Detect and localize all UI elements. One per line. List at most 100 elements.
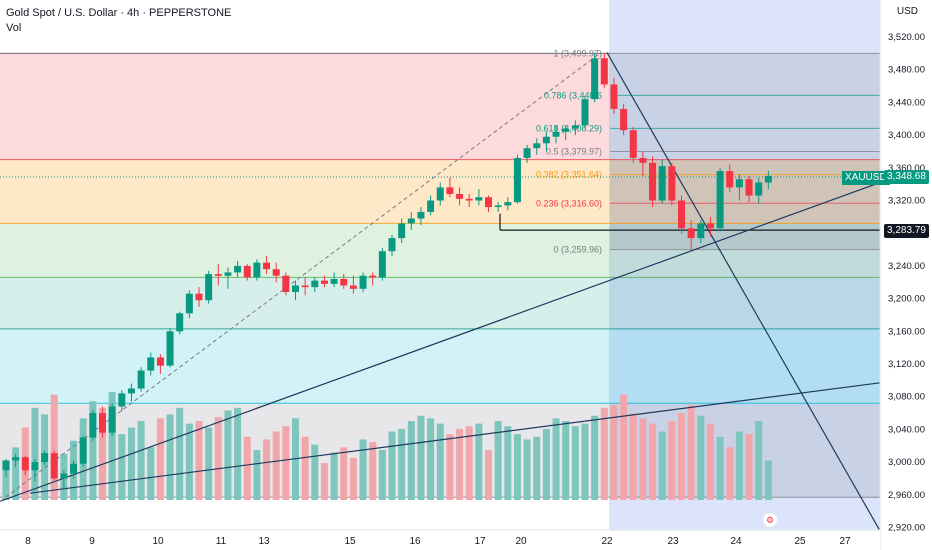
price-tick-label: 3,360.00: [888, 163, 925, 174]
candle-body: [446, 187, 454, 194]
price-tick-label: 3,240.00: [888, 261, 925, 272]
candle-body: [745, 179, 753, 196]
candle-body: [388, 238, 396, 252]
volume-bar: [504, 426, 512, 500]
candle-body: [234, 265, 242, 273]
volume-bar: [523, 439, 531, 500]
currency-label[interactable]: USD: [896, 6, 918, 17]
volume-bar: [649, 423, 657, 500]
volume-bar: [610, 405, 618, 500]
candle-body: [542, 136, 550, 144]
volume-bar: [320, 463, 328, 500]
volume-bar: [678, 413, 685, 500]
candle-body: [12, 457, 20, 461]
volume-bar: [243, 436, 251, 500]
time-tick-label: 15: [344, 536, 356, 547]
candle-body: [70, 463, 78, 474]
volume-bar: [629, 413, 637, 500]
candle-body: [697, 223, 705, 239]
volume-bar: [485, 449, 492, 500]
volume-bar: [369, 442, 377, 500]
candle-body: [349, 285, 357, 289]
volume-bar: [745, 434, 753, 500]
volume-bar: [591, 415, 599, 500]
fib-label: 0.786 (3,448.6: [544, 90, 602, 100]
volume-bar: [726, 447, 734, 500]
candle-body: [205, 274, 213, 301]
volume-bar: [600, 407, 608, 500]
volume-indicator-label[interactable]: Vol: [6, 22, 22, 34]
price-tick-label: 3,480.00: [888, 65, 925, 76]
candle-body: [301, 285, 309, 288]
time-tick-label: 11: [216, 536, 227, 547]
candle-body: [764, 175, 772, 183]
price-tick-label: 3,520.00: [888, 32, 925, 43]
volume-bar: [552, 418, 560, 500]
chart-header: Gold Spot / U.S. Dollar · 4h · PEPPERSTO…: [6, 6, 231, 36]
candle-body: [658, 166, 666, 201]
candle-body: [79, 437, 87, 464]
candle-body: [465, 198, 473, 201]
price-tick-label: 3,200.00: [888, 294, 925, 305]
candle-body: [475, 197, 483, 201]
volume-bar: [562, 420, 570, 500]
volume-bar: [12, 447, 20, 500]
candle-body: [504, 202, 512, 206]
time-tick-label: 20: [515, 536, 527, 547]
volume-bar: [156, 418, 164, 500]
time-tick-label: 22: [601, 536, 613, 547]
fib-label: 0.5 (3,379.97): [546, 146, 602, 156]
candle-body: [166, 331, 174, 366]
volume-bar: [446, 434, 454, 500]
volume-bar: [108, 392, 116, 500]
volume-bar: [89, 401, 97, 500]
volume-bar: [50, 394, 58, 500]
volume-bar: [330, 452, 338, 500]
trendline-rising: [0, 181, 881, 502]
candle-body: [687, 228, 695, 239]
volume-bar: [176, 407, 184, 500]
candle-body: [31, 462, 39, 471]
candle-body: [456, 193, 464, 199]
candle-body: [369, 275, 377, 278]
candle-body: [552, 131, 560, 137]
volume-bar: [388, 431, 396, 500]
volume-bar: [581, 423, 589, 500]
candle-body: [292, 285, 299, 293]
candle-body: [591, 58, 599, 100]
fib-label: 0.236 (3,316.60): [536, 198, 602, 208]
volume-bar: [301, 436, 309, 500]
volume-bar: [417, 415, 425, 500]
volume-bar: [137, 420, 145, 500]
time-tick-label: 10: [152, 536, 164, 547]
gear-icon[interactable]: ⚙: [762, 512, 778, 528]
fib-label: 0 (3,259.96): [553, 245, 602, 255]
price-tick-label: 2,960.00: [888, 490, 925, 501]
candle-body: [50, 453, 58, 479]
volume-bar: [195, 420, 203, 500]
price-tick-label: 3,440.00: [888, 97, 925, 108]
time-tick-label: 23: [667, 536, 679, 547]
volume-bar: [706, 423, 714, 500]
candle-body: [195, 293, 203, 301]
volume-bar: [465, 426, 473, 500]
price-tick-label: 3,080.00: [888, 392, 925, 403]
trendline-falling: [606, 52, 881, 532]
candle-body: [243, 265, 251, 278]
symbol-title[interactable]: Gold Spot / U.S. Dollar · 4h · PEPPERSTO…: [6, 7, 232, 19]
candle-body: [678, 200, 685, 229]
zone-band: [0, 223, 880, 278]
candle-body: [224, 272, 232, 276]
candle-body: [716, 171, 724, 229]
candle-body: [417, 211, 425, 219]
price-tick-label: 3,400.00: [888, 130, 925, 141]
candle-body: [562, 128, 570, 132]
candle-body: [513, 157, 521, 203]
time-tick-label: 25: [794, 536, 806, 547]
candle-body: [378, 251, 386, 278]
volume-bar: [147, 447, 155, 500]
time-tick-label: 13: [258, 536, 270, 547]
candle-body: [427, 200, 435, 212]
volume-bar: [687, 405, 695, 500]
